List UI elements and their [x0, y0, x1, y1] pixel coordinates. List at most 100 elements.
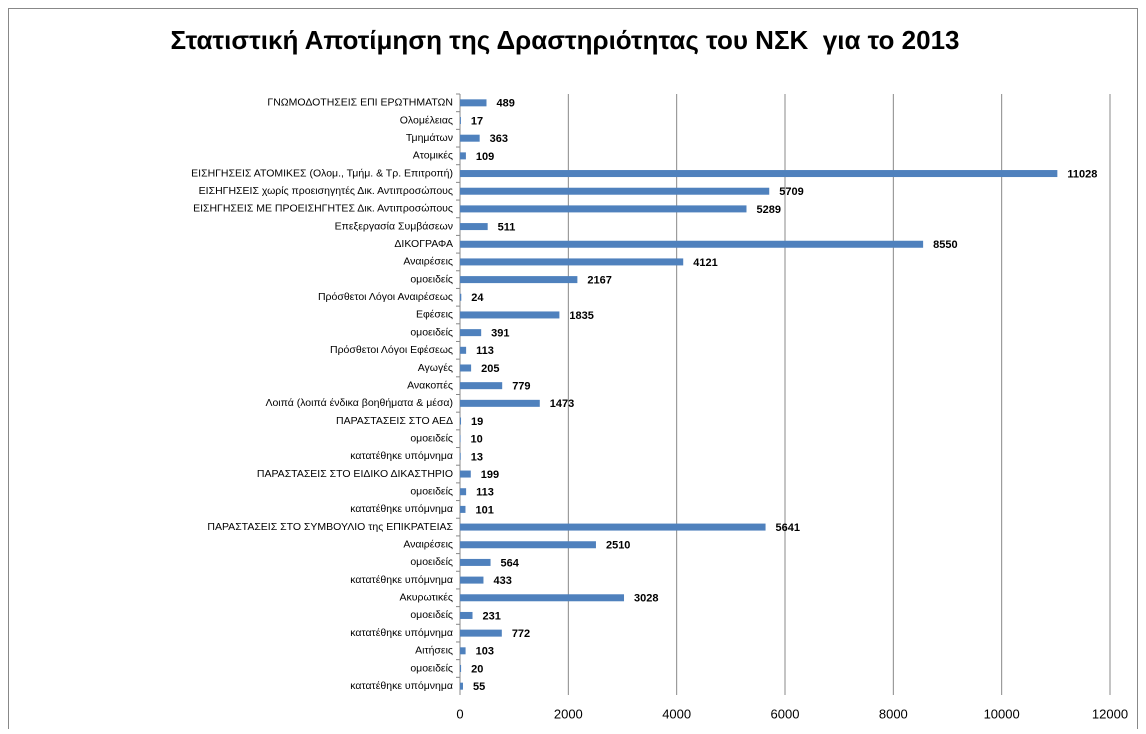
- bar: [460, 435, 461, 443]
- y-tick-label: ομοειδείς: [410, 326, 453, 338]
- y-tick-label: ομοειδείς: [410, 273, 453, 285]
- value-label: 564: [501, 557, 520, 569]
- y-tick-label: ΕΙΣΗΓΗΣΕΙΣ χωρίς προεισηγητές Δικ. Αντιπ…: [199, 185, 453, 197]
- y-tick-label: ομοειδείς: [410, 609, 453, 621]
- y-tick-label: κατατέθηκε υπόμνημα: [350, 627, 453, 639]
- value-label: 1473: [550, 398, 574, 410]
- value-label: 11028: [1067, 168, 1097, 180]
- y-tick-label: ΓΝΩΜΟΔΟΤΗΣΕΙΣ ΕΠΙ ΕΡΩΤΗΜΑΤΩΝ: [267, 97, 453, 109]
- chart-title: Στατιστική Αποτίμηση της Δραστηριότητας …: [170, 25, 959, 55]
- bar: [460, 187, 770, 195]
- y-tick-label: Αγωγές: [418, 362, 453, 374]
- x-tick-label: 8000: [879, 706, 908, 721]
- y-tick-label: Ακυρωτικές: [400, 592, 454, 604]
- value-label: 2167: [587, 275, 611, 287]
- value-label: 8550: [933, 239, 957, 251]
- bar: [460, 134, 480, 142]
- y-tick-label: κατατέθηκε υπόμνημα: [350, 680, 453, 692]
- y-tick-label: κατατέθηκε υπόμνημα: [350, 503, 453, 515]
- y-tick-label: Πρόσθετοι Λόγοι Αναιρέσεως: [318, 291, 453, 303]
- y-tick-label: Αιτήσεις: [415, 645, 453, 657]
- bar: [460, 647, 466, 655]
- bar: [460, 346, 467, 354]
- bar: [460, 452, 461, 460]
- bar: [460, 629, 502, 637]
- x-tick-label: 12000: [1092, 706, 1128, 721]
- y-tick-label: ομοειδείς: [410, 556, 453, 568]
- value-label: 489: [496, 98, 514, 110]
- y-tick-label: ΕΙΣΗΓΗΣΕΙΣ ΜΕ ΠΡΟΕΙΣΗΓΗΤΕΣ Δικ. Αντιπροσ…: [193, 203, 453, 215]
- chart-frame: [8, 8, 1138, 734]
- value-label: 24: [471, 292, 484, 304]
- value-label: 3028: [634, 593, 658, 605]
- bar: [460, 594, 625, 602]
- value-label: 113: [476, 345, 494, 357]
- value-label: 4121: [693, 257, 717, 269]
- y-tick-label: κατατέθηκε υπόμνημα: [350, 450, 453, 462]
- value-label: 772: [512, 628, 530, 640]
- y-tick-label: ΠΑΡΑΣΤΑΣΕΙΣ ΣΤΟ ΕΙΔΙΚΟ ΔΙΚΑΣΤΗΡΙΟ: [257, 468, 453, 480]
- value-label: 5641: [776, 522, 800, 534]
- value-label: 433: [493, 575, 511, 587]
- bar: [460, 240, 924, 248]
- y-tick-label: Αναιρέσεις: [403, 539, 453, 551]
- bar: [460, 382, 503, 390]
- y-tick-label: Τμημάτων: [406, 132, 453, 144]
- bar: [460, 611, 473, 619]
- y-tick-label: Πρόσθετοι Λόγοι Εφέσεως: [330, 344, 453, 356]
- value-label: 113: [476, 487, 494, 499]
- y-tick-label: ΕΙΣΗΓΗΣΕΙΣ ΑΤΟΜΙΚΕΣ (Ολομ., Τμήμ. & Τρ. …: [191, 167, 453, 179]
- bar: [460, 541, 596, 549]
- bar: [460, 664, 462, 672]
- y-tick-label: Ολομέλειας: [400, 114, 453, 126]
- value-label: 1835: [569, 310, 593, 322]
- value-label: 55: [473, 681, 485, 693]
- bar: [460, 258, 684, 266]
- bar: [460, 99, 487, 107]
- bar: [460, 470, 471, 478]
- value-label: 391: [491, 328, 509, 340]
- bar: [460, 417, 462, 425]
- bar: [460, 152, 466, 160]
- y-tick-label: ΠΑΡΑΣΤΑΣΕΙΣ ΣΤΟ ΑΕΔ: [336, 415, 453, 427]
- y-tick-label: ομοειδείς: [410, 662, 453, 674]
- bar: [460, 576, 484, 584]
- bar: [460, 488, 467, 496]
- bar: [460, 505, 466, 513]
- y-tick-label: ομοειδείς: [410, 432, 453, 444]
- bar: [460, 682, 463, 690]
- value-label: 779: [512, 381, 530, 393]
- y-tick-label: Λοιπά (λοιπά ένδικα βοηθήματα & μέσα): [265, 397, 453, 409]
- value-label: 2510: [606, 540, 630, 552]
- bar: [460, 311, 560, 319]
- y-tick-label: Ανακοπές: [407, 379, 453, 391]
- value-label: 199: [481, 469, 499, 481]
- bar: [460, 364, 472, 372]
- value-label: 20: [471, 663, 483, 675]
- value-label: 205: [481, 363, 499, 375]
- y-tick-label: Αναιρέσεις: [403, 256, 453, 268]
- value-label: 10: [471, 434, 483, 446]
- value-label: 5289: [756, 204, 780, 216]
- value-label: 13: [471, 451, 483, 463]
- y-tick-label: Επεξεργασία Συμβάσεων: [335, 220, 453, 232]
- y-tick-label: ΠΑΡΑΣΤΑΣΕΙΣ ΣΤΟ ΣΥΜΒΟΥΛΙΟ της ΕΠΙΚΡΑΤΕΙΑ…: [207, 521, 453, 533]
- value-label: 109: [476, 151, 494, 163]
- bar: [460, 205, 747, 213]
- value-label: 17: [471, 115, 483, 127]
- value-label: 511: [498, 221, 516, 233]
- y-tick-label: Εφέσεις: [416, 309, 453, 321]
- bar: [460, 170, 1058, 178]
- y-tick-label: ομοειδείς: [410, 486, 453, 498]
- bar: [460, 117, 461, 125]
- value-label: 19: [471, 416, 483, 428]
- y-tick-label: Ατομικές: [413, 150, 453, 162]
- bar: [460, 329, 482, 337]
- x-tick-label: 4000: [662, 706, 691, 721]
- bar: [460, 276, 578, 284]
- bar: [460, 293, 462, 301]
- value-label: 101: [475, 504, 493, 516]
- bar: [460, 223, 488, 231]
- x-tick-label: 10000: [984, 706, 1020, 721]
- bar: [460, 399, 540, 407]
